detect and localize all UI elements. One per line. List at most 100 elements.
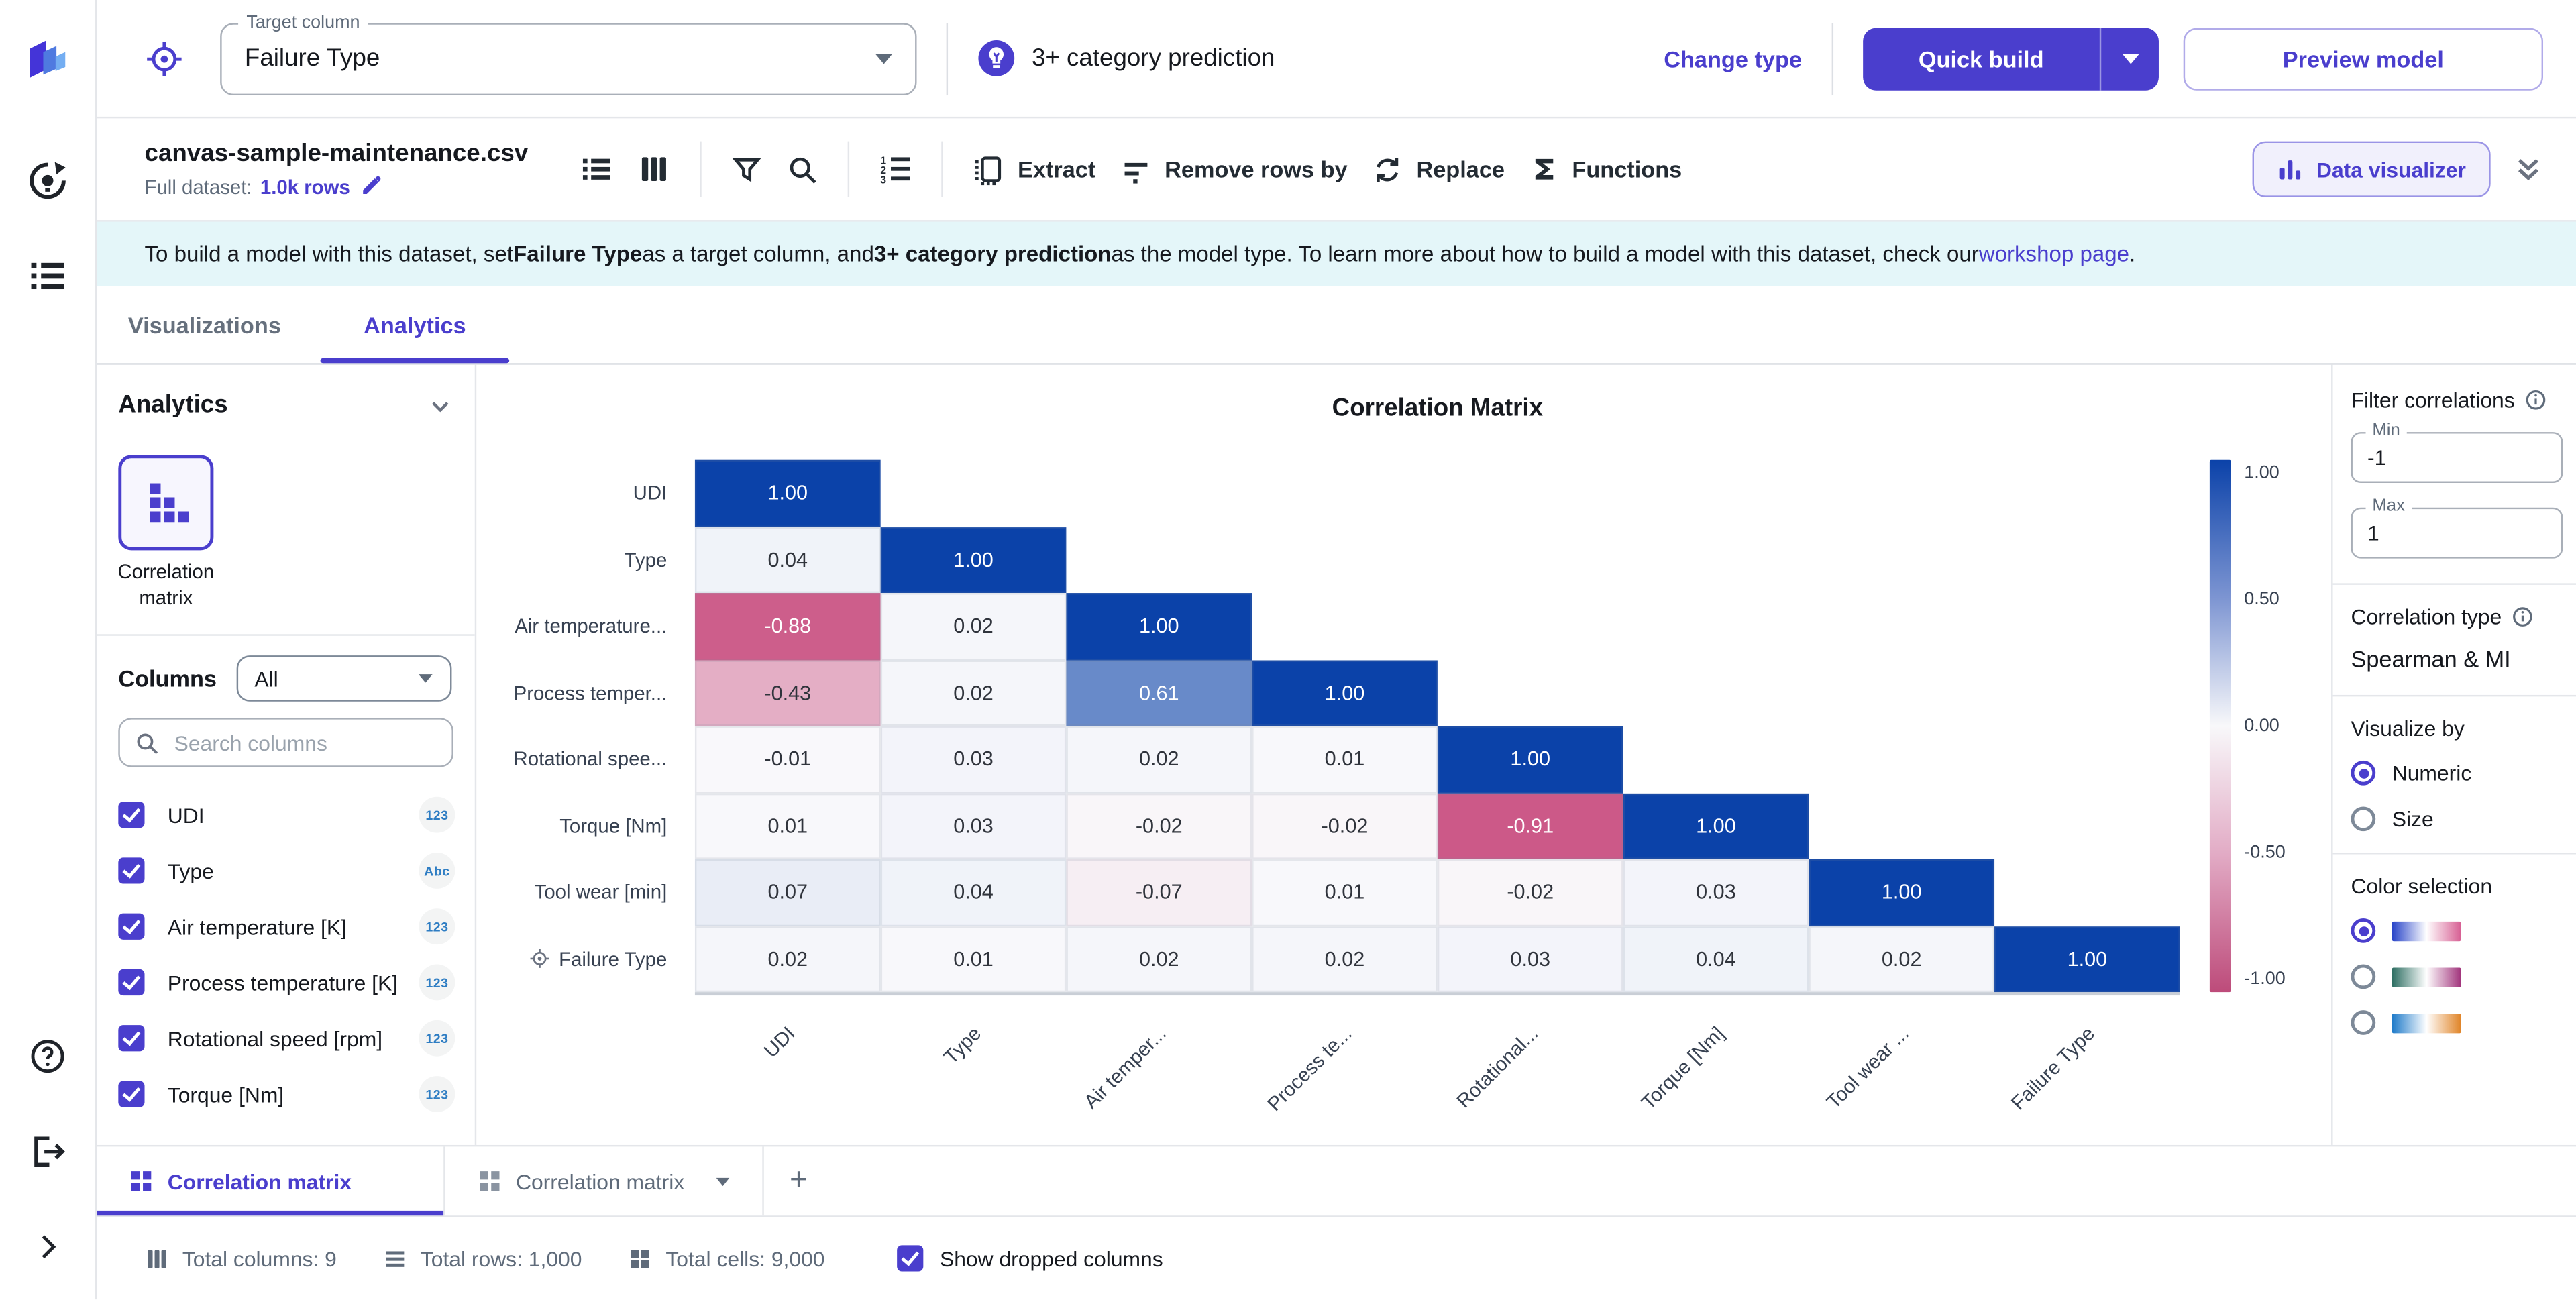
column-list-item[interactable]: Process temperature [K] 123 <box>97 955 474 1010</box>
correlation-matrix-card[interactable] <box>118 455 214 551</box>
radio-button[interactable] <box>2351 964 2376 989</box>
model-build-header: Target column Failure Type 3+ category p… <box>97 0 2576 119</box>
quick-build-menu-button[interactable] <box>2099 27 2159 90</box>
divider <box>1831 22 1833 95</box>
columns-label: Columns <box>118 665 217 692</box>
replace-button[interactable]: Replace <box>1372 154 1505 185</box>
colorbar-tick: 0.00 <box>2244 716 2279 737</box>
radio-button[interactable] <box>2351 760 2376 786</box>
column-name: Torque [Nm] <box>167 1081 284 1107</box>
matrix-cell: 1.00 <box>1994 926 2180 993</box>
view-rows-icon[interactable] <box>581 153 614 186</box>
grid-icon <box>480 1171 500 1191</box>
add-sheet-button[interactable]: + <box>789 1162 808 1198</box>
models-nav-icon[interactable] <box>18 151 77 210</box>
target-column-label: Target column <box>238 10 368 34</box>
color-option-3[interactable] <box>2351 1010 2563 1035</box>
tab-analytics[interactable]: Analytics <box>304 286 526 364</box>
colorbar <box>2209 459 2231 993</box>
matrix-cell: 1.00 <box>1252 659 1438 726</box>
search-columns-input[interactable] <box>170 728 437 757</box>
view-columns-icon[interactable] <box>638 153 671 186</box>
column-checkbox[interactable] <box>118 969 145 996</box>
remove-rows-button[interactable]: Remove rows by <box>1120 154 1348 185</box>
radio-button[interactable] <box>2351 806 2376 832</box>
divider <box>2332 853 2576 855</box>
collapse-double-chevron-icon[interactable] <box>2514 154 2543 184</box>
quick-build-button[interactable]: Quick build <box>1862 27 2159 90</box>
dataset-rows-link[interactable]: 1.0k rows <box>260 174 350 199</box>
sort-numeric-icon[interactable]: 1 2 3 <box>879 153 912 186</box>
canvas-logo <box>18 30 77 89</box>
correlation-type-value: Spearman & MI <box>2351 645 2511 672</box>
columns-filter-select[interactable]: All <box>236 655 452 702</box>
max-correlation-field[interactable]: Max 1 <box>2351 496 2563 559</box>
colorbar-tick: 1.00 <box>2244 463 2279 484</box>
expand-sidebar-icon[interactable] <box>18 1217 77 1277</box>
info-icon[interactable] <box>2512 606 2533 628</box>
content-area: Analytics Correlation matrix Columns <box>97 364 2576 1145</box>
banner-text: To build a model with this dataset, set <box>144 241 514 266</box>
color-option-2[interactable] <box>2351 964 2563 989</box>
column-list-item[interactable]: UDI 123 <box>97 787 474 843</box>
logout-icon[interactable] <box>18 1122 77 1181</box>
matrix-row-label: Tool wear [min] <box>534 881 667 904</box>
search-icon[interactable] <box>788 154 819 185</box>
column-checkbox[interactable] <box>118 857 145 884</box>
visualize-by-option-numeric[interactable]: Numeric <box>2351 760 2563 786</box>
color-option-1[interactable] <box>2351 918 2563 943</box>
info-banner: To build a model with this dataset, set … <box>97 221 2576 286</box>
matrix-cell: 0.03 <box>1437 926 1623 993</box>
show-dropped-checkbox[interactable] <box>897 1245 924 1272</box>
column-name: Air temperature [K] <box>167 914 347 939</box>
svg-text:1: 1 <box>881 155 888 166</box>
target-column-select[interactable]: Target column Failure Type <box>220 10 917 95</box>
show-dropped-label: Show dropped columns <box>939 1246 1163 1271</box>
bar-chart-icon <box>2279 160 2301 180</box>
preview-model-button[interactable]: Preview model <box>2183 27 2544 90</box>
filter-icon[interactable] <box>732 154 763 185</box>
column-type-badge: 123 <box>419 964 455 1001</box>
matrix-row-label: Type <box>624 548 667 572</box>
dataset-name: canvas-sample-maintenance.csv <box>144 140 529 168</box>
sheet-tab-correlation-matrix-active[interactable]: Correlation matrix <box>97 1146 444 1216</box>
divider <box>946 22 949 95</box>
help-icon[interactable] <box>18 1027 77 1086</box>
show-dropped-columns-toggle[interactable]: Show dropped columns <box>897 1245 1163 1272</box>
matrix-cell: 0.02 <box>1066 726 1252 793</box>
column-list-item[interactable]: Air temperature [K] 123 <box>97 899 474 955</box>
collapse-chevron-icon[interactable] <box>429 394 451 417</box>
radio-button[interactable] <box>2351 918 2376 943</box>
column-list-item[interactable]: Rotational speed [rpm] 123 <box>97 1010 474 1066</box>
change-type-link[interactable]: Change type <box>1664 45 1802 72</box>
column-checkbox[interactable] <box>118 913 145 940</box>
column-checkbox[interactable] <box>118 802 145 828</box>
column-checkbox[interactable] <box>118 1081 145 1107</box>
datasets-nav-icon[interactable] <box>18 246 77 305</box>
tab-menu-caret-icon[interactable] <box>715 1177 729 1185</box>
workshop-page-link[interactable]: workshop page <box>1978 241 2129 266</box>
functions-button[interactable]: Functions <box>1529 154 1682 184</box>
tab-visualizations[interactable]: Visualizations <box>127 311 281 338</box>
info-icon[interactable] <box>2524 389 2546 411</box>
analytics-panel-title: Analytics <box>118 390 228 419</box>
sheet-tab-correlation-matrix[interactable]: Correlation matrix <box>443 1146 763 1216</box>
column-list-item[interactable]: Type Abc <box>97 843 474 898</box>
column-checkbox[interactable] <box>118 1025 145 1052</box>
banner-text: as a target column, and <box>642 241 874 266</box>
data-visualizer-button[interactable]: Data visualizer <box>2252 141 2491 197</box>
search-columns-box[interactable] <box>118 718 453 767</box>
min-correlation-field[interactable]: Min -1 <box>2351 420 2563 484</box>
visualize-by-option-size[interactable]: Size <box>2351 806 2563 832</box>
model-type-text: 3+ category prediction <box>1031 44 1275 72</box>
edit-pencil-icon[interactable] <box>358 174 383 199</box>
radio-button[interactable] <box>2351 1010 2376 1035</box>
column-list-item[interactable]: Torque [Nm] 123 <box>97 1066 474 1122</box>
divider <box>2332 583 2576 585</box>
matrix-cell: 1.00 <box>1623 792 1809 859</box>
extract-button[interactable]: Extract <box>973 154 1095 185</box>
chevron-down-icon <box>875 53 892 64</box>
matrix-col-label: Failure Type <box>2006 1022 2100 1115</box>
matrix-row-label: Torque [Nm] <box>559 814 667 838</box>
